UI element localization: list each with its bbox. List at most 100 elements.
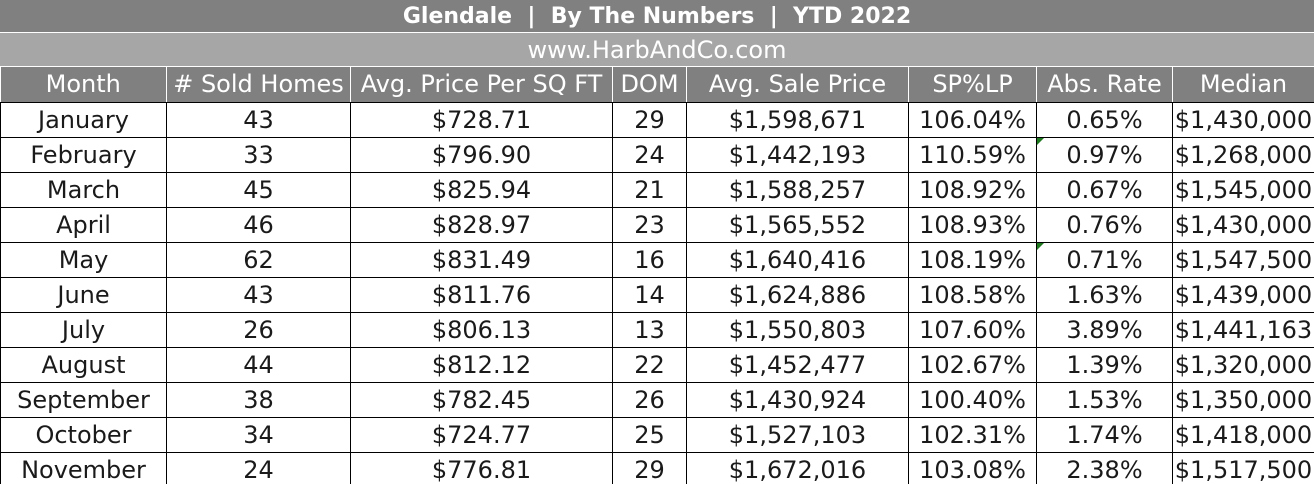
cell-dom[interactable]: 21 <box>612 171 687 208</box>
table-title: Glendale | By The Numbers | YTD 2022 <box>0 0 1314 33</box>
cell-sold-homes[interactable]: 43 <box>166 276 351 313</box>
cell-sold-homes[interactable]: 38 <box>166 381 351 418</box>
column-header-median[interactable]: Median <box>1172 67 1314 103</box>
cell-median[interactable]: $1,320,000 <box>1172 346 1314 383</box>
column-header-abs-rate[interactable]: Abs. Rate <box>1036 67 1173 103</box>
cell-median[interactable]: $1,547,500 <box>1172 241 1314 278</box>
cell-price-per-sqft[interactable]: $828.97 <box>350 206 613 243</box>
cell-avg-sale-price[interactable]: $1,624,886 <box>686 276 909 313</box>
cell-sp-lp[interactable]: 108.93% <box>908 206 1037 243</box>
cell-avg-sale-price[interactable]: $1,452,477 <box>686 346 909 383</box>
cell-median[interactable]: $1,441,163 <box>1172 311 1314 348</box>
cell-avg-sale-price[interactable]: $1,430,924 <box>686 381 909 418</box>
cell-avg-sale-price[interactable]: $1,588,257 <box>686 171 909 208</box>
cell-dom[interactable]: 23 <box>612 206 687 243</box>
column-header-month[interactable]: Month <box>0 67 167 103</box>
cell-abs-rate[interactable]: 0.65% <box>1036 101 1173 138</box>
cell-month[interactable]: November <box>0 451 167 484</box>
cell-avg-sale-price[interactable]: $1,550,803 <box>686 311 909 348</box>
cell-price-per-sqft[interactable]: $728.71 <box>350 101 613 138</box>
cell-sp-lp[interactable]: 107.60% <box>908 311 1037 348</box>
cell-median[interactable]: $1,545,000 <box>1172 171 1314 208</box>
cell-avg-sale-price[interactable]: $1,640,416 <box>686 241 909 278</box>
cell-dom[interactable]: 29 <box>612 101 687 138</box>
cell-month[interactable]: May <box>0 241 167 278</box>
cell-dom[interactable]: 13 <box>612 311 687 348</box>
cell-month[interactable]: August <box>0 346 167 383</box>
cell-sp-lp[interactable]: 108.92% <box>908 171 1037 208</box>
cell-median[interactable]: $1,439,000 <box>1172 276 1314 313</box>
cell-month[interactable]: July <box>0 311 167 348</box>
cell-abs-rate[interactable]: 0.71% <box>1036 241 1173 278</box>
cell-month[interactable]: June <box>0 276 167 313</box>
cell-avg-sale-price[interactable]: $1,442,193 <box>686 136 909 173</box>
cell-price-per-sqft[interactable]: $831.49 <box>350 241 613 278</box>
column-header-price-per-sqft[interactable]: Avg. Price Per SQ FT <box>350 67 613 103</box>
cell-month[interactable]: October <box>0 416 167 453</box>
cell-avg-sale-price[interactable]: $1,598,671 <box>686 101 909 138</box>
cell-sold-homes[interactable]: 33 <box>166 136 351 173</box>
cell-dom[interactable]: 16 <box>612 241 687 278</box>
cell-sp-lp[interactable]: 102.67% <box>908 346 1037 383</box>
cell-dom[interactable]: 24 <box>612 136 687 173</box>
cell-sp-lp[interactable]: 108.19% <box>908 241 1037 278</box>
cell-price-per-sqft[interactable]: $825.94 <box>350 171 613 208</box>
cell-avg-sale-price[interactable]: $1,672,016 <box>686 451 909 484</box>
column-header-sp-lp[interactable]: SP%LP <box>908 67 1037 103</box>
cell-sp-lp[interactable]: 103.08% <box>908 451 1037 484</box>
cell-price-per-sqft[interactable]: $782.45 <box>350 381 613 418</box>
cell-dom[interactable]: 29 <box>612 451 687 484</box>
cell-abs-rate[interactable]: 1.63% <box>1036 276 1173 313</box>
cell-median[interactable]: $1,430,000 <box>1172 206 1314 243</box>
cell-median[interactable]: $1,517,500 <box>1172 451 1314 484</box>
table-row: October 34 $724.77 25 $1,527,103 102.31% 1.74%… <box>0 416 1314 453</box>
cell-abs-rate[interactable]: 1.39% <box>1036 346 1173 383</box>
cell-avg-sale-price[interactable]: $1,565,552 <box>686 206 909 243</box>
table-row: September 38 $782.45 26 $1,430,924 100.40% 1.5… <box>0 381 1314 418</box>
cell-dom[interactable]: 14 <box>612 276 687 313</box>
cell-abs-rate[interactable]: 0.97% <box>1036 136 1173 173</box>
cell-month[interactable]: February <box>0 136 167 173</box>
cell-month[interactable]: March <box>0 171 167 208</box>
cell-abs-rate[interactable]: 0.76% <box>1036 206 1173 243</box>
cell-sp-lp[interactable]: 110.59% <box>908 136 1037 173</box>
cell-abs-rate[interactable]: 2.38% <box>1036 451 1173 484</box>
cell-sold-homes[interactable]: 46 <box>166 206 351 243</box>
column-header-dom[interactable]: DOM <box>612 67 687 103</box>
cell-month[interactable]: January <box>0 101 167 138</box>
cell-month[interactable]: September <box>0 381 167 418</box>
cell-avg-sale-price[interactable]: $1,527,103 <box>686 416 909 453</box>
cell-price-per-sqft[interactable]: $724.77 <box>350 416 613 453</box>
cell-median[interactable]: $1,268,000 <box>1172 136 1314 173</box>
cell-sp-lp[interactable]: 102.31% <box>908 416 1037 453</box>
cell-month[interactable]: April <box>0 206 167 243</box>
cell-abs-rate[interactable]: 3.89% <box>1036 311 1173 348</box>
column-header-avg-sale-price[interactable]: Avg. Sale Price <box>686 67 909 103</box>
cell-price-per-sqft[interactable]: $811.76 <box>350 276 613 313</box>
cell-sold-homes[interactable]: 34 <box>166 416 351 453</box>
cell-median[interactable]: $1,418,000 <box>1172 416 1314 453</box>
cell-dom[interactable]: 25 <box>612 416 687 453</box>
cell-abs-rate[interactable]: 1.74% <box>1036 416 1173 453</box>
column-header-sold-homes[interactable]: # Sold Homes <box>166 67 351 103</box>
cell-sold-homes[interactable]: 24 <box>166 451 351 484</box>
cell-sp-lp[interactable]: 106.04% <box>908 101 1037 138</box>
cell-sold-homes[interactable]: 45 <box>166 171 351 208</box>
website-subtitle: www.HarbAndCo.com <box>0 33 1314 67</box>
cell-median[interactable]: $1,430,000 <box>1172 101 1314 138</box>
cell-sp-lp[interactable]: 100.40% <box>908 381 1037 418</box>
cell-sold-homes[interactable]: 44 <box>166 346 351 383</box>
cell-price-per-sqft[interactable]: $796.90 <box>350 136 613 173</box>
cell-sold-homes[interactable]: 62 <box>166 241 351 278</box>
cell-price-per-sqft[interactable]: $806.13 <box>350 311 613 348</box>
cell-sold-homes[interactable]: 26 <box>166 311 351 348</box>
cell-abs-rate[interactable]: 1.53% <box>1036 381 1173 418</box>
cell-price-per-sqft[interactable]: $812.12 <box>350 346 613 383</box>
cell-price-per-sqft[interactable]: $776.81 <box>350 451 613 484</box>
cell-dom[interactable]: 22 <box>612 346 687 383</box>
cell-dom[interactable]: 26 <box>612 381 687 418</box>
cell-sp-lp[interactable]: 108.58% <box>908 276 1037 313</box>
cell-median[interactable]: $1,350,000 <box>1172 381 1314 418</box>
cell-sold-homes[interactable]: 43 <box>166 101 351 138</box>
cell-abs-rate[interactable]: 0.67% <box>1036 171 1173 208</box>
